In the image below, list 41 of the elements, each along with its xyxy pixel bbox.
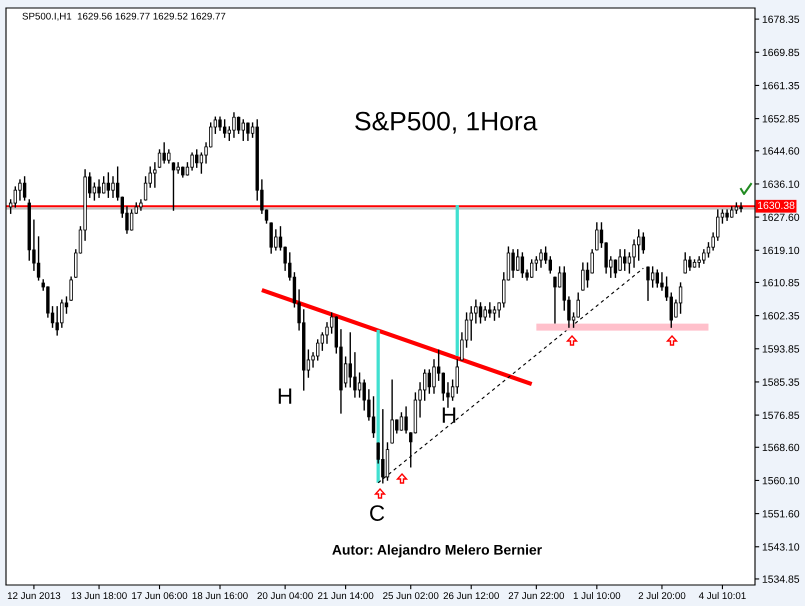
y-tick-label: 1610.85 (762, 278, 800, 286)
ref-line-label: 1630.38 (758, 202, 794, 210)
y-tick-label: 1678.35 (762, 16, 800, 23)
y-tick-label: 1576.85 (762, 412, 800, 419)
annotation: Autor: Alejandro Melero Bernier (332, 544, 542, 558)
candlestick (581, 262, 585, 291)
y-tick-label: 1593.85 (762, 345, 800, 353)
candlestick (69, 276, 73, 301)
x-tick-label: 17 Jun 06:00 (132, 592, 188, 600)
y-tick-label: 1652.85 (762, 115, 800, 122)
x-tick-label: 12 Jun 2013 (8, 592, 60, 600)
candlestick (595, 222, 599, 251)
annotation: SP500.I,H1 1629.56 1629.77 1629.52 1629.77 (22, 12, 226, 21)
x-tick-label: 4 Jul 10:01 (698, 592, 746, 600)
x-tick-label: 20 Jun 04:00 (258, 592, 313, 600)
x-tick-label: 18 Jun 16:00 (192, 592, 248, 600)
y-tick-label: 1669.85 (762, 48, 800, 56)
x-tick-label: 1 Jul 10:00 (574, 592, 620, 600)
x-tick-label: 25 Jun 02:00 (383, 592, 438, 600)
y-tick-label: 1636.10 (762, 180, 800, 188)
y-tick-label: 1644.60 (762, 147, 800, 155)
y-tick-label: 1543.10 (762, 543, 800, 551)
y-tick-label: 1534.85 (762, 575, 800, 583)
x-tick-label: 2 Jul 20:00 (638, 592, 686, 600)
y-tick-label: 1568.60 (762, 444, 800, 452)
y-tick-label: 1602.35 (762, 312, 800, 320)
y-tick-label: 1627.60 (762, 214, 800, 221)
candlestick (22, 176, 26, 201)
text: S&P500, 1Hora (355, 112, 538, 134)
y-tick-label: 1551.60 (762, 510, 800, 518)
annotation: H (278, 388, 292, 404)
x-tick-label: 27 Jun 22:00 (508, 592, 564, 600)
annotation: C (370, 505, 384, 521)
x-tick-label: 13 Jun 18:00 (72, 592, 127, 600)
y-tick-label: 1661.35 (762, 82, 800, 90)
y-tick-label: 1560.10 (762, 476, 800, 484)
x-tick-label: 21 Jun 14:00 (318, 592, 374, 600)
annotation: H (442, 407, 456, 423)
y-tick-label: 1619.10 (762, 246, 800, 254)
y-tick-label: 1585.35 (762, 378, 800, 386)
x-tick-label: 26 Jun 12:00 (444, 592, 499, 600)
